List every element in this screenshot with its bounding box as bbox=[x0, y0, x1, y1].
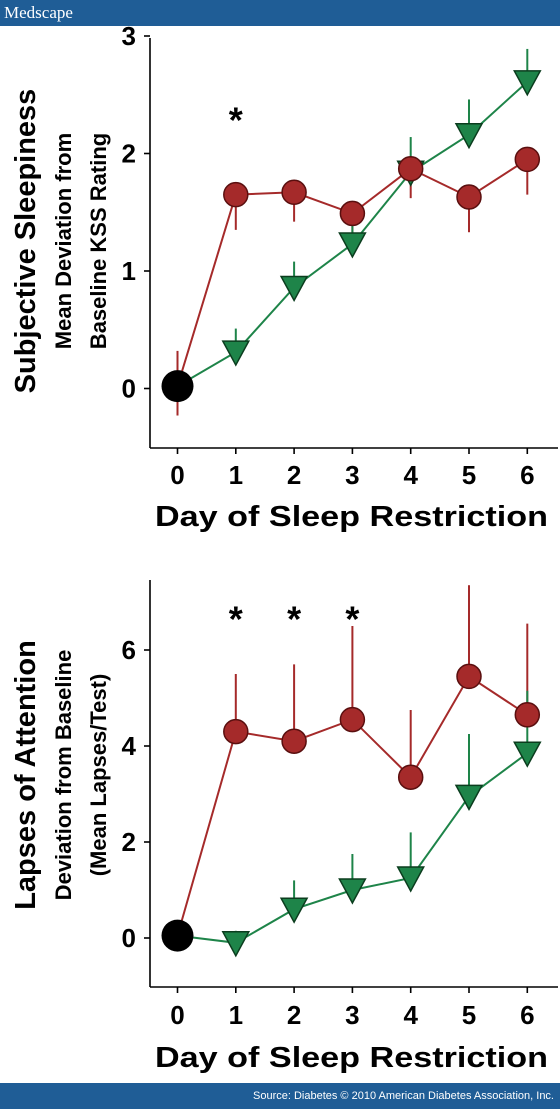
x-tick-label: 6 bbox=[520, 460, 534, 490]
data-point-circle bbox=[514, 146, 541, 173]
y-tick-label: 6 bbox=[122, 635, 136, 665]
x-tick-label: 0 bbox=[170, 460, 184, 490]
chart-lapses: 0 2 4 6 0 1 2 3 4 5 6 Day of Sleep Restriction Lapse… bbox=[10, 580, 558, 1074]
data-point-circle bbox=[397, 764, 424, 790]
x-tick-label: 4 bbox=[403, 1000, 418, 1030]
data-point-circle bbox=[339, 200, 366, 227]
data-point-baseline bbox=[161, 919, 194, 952]
x-tick-label: 2 bbox=[287, 1000, 301, 1030]
y-axis-label-line: Mean Deviation from bbox=[51, 133, 76, 349]
y-tick-label: 2 bbox=[122, 139, 136, 169]
data-point-baseline bbox=[161, 370, 194, 403]
data-point-triangle bbox=[338, 878, 367, 905]
y-axis-label-line: (Mean Lapses/Test) bbox=[86, 674, 111, 877]
y-axis-label-line: Deviation from Baseline bbox=[51, 650, 76, 901]
significance-asterisk: * bbox=[287, 599, 301, 640]
data-point-triangle bbox=[221, 931, 251, 958]
data-point-circle bbox=[223, 181, 249, 208]
y-tick-label: 0 bbox=[122, 923, 136, 953]
data-point-triangle bbox=[338, 232, 367, 259]
data-point-circle bbox=[456, 663, 482, 690]
bottom-banner: Source: Diabetes © 2010 American Diabete… bbox=[0, 1083, 560, 1109]
x-tick-label: 1 bbox=[229, 460, 243, 490]
data-point-circle bbox=[456, 184, 482, 210]
significance-asterisk: * bbox=[229, 99, 243, 140]
x-tick-label: 4 bbox=[403, 460, 418, 490]
y-axis-label-line: Baseline KSS Rating bbox=[86, 133, 111, 349]
data-point-triangle bbox=[513, 70, 542, 97]
y-tick-label: 3 bbox=[122, 21, 136, 51]
x-tick-label: 5 bbox=[462, 460, 476, 490]
data-point-triangle bbox=[279, 275, 309, 303]
data-point-triangle bbox=[513, 741, 542, 768]
x-tick-label: 3 bbox=[345, 1000, 359, 1030]
y-tick-label: 4 bbox=[122, 731, 137, 761]
data-point-circle bbox=[514, 702, 541, 728]
x-axis-label: Day of Sleep Restriction bbox=[155, 1042, 548, 1074]
y-tick-label: 2 bbox=[122, 827, 136, 857]
significance-asterisk: * bbox=[229, 599, 243, 640]
data-point-triangle bbox=[279, 897, 309, 924]
data-point-circle bbox=[339, 706, 366, 733]
brand-logo: Medscape bbox=[4, 3, 73, 22]
data-point-triangle bbox=[221, 340, 251, 367]
data-point-circle bbox=[397, 156, 424, 182]
x-tick-label: 2 bbox=[287, 460, 301, 490]
data-point-triangle bbox=[396, 866, 425, 893]
data-point-triangle bbox=[454, 784, 484, 811]
x-axis-label: Day of Sleep Restriction bbox=[155, 501, 548, 533]
panel-title: Lapses of Attention bbox=[10, 640, 42, 910]
y-tick-label: 1 bbox=[122, 256, 136, 286]
x-tick-label: 3 bbox=[345, 460, 359, 490]
x-tick-label: 5 bbox=[462, 1000, 476, 1030]
data-point-circle bbox=[223, 718, 249, 745]
series-line-triangle bbox=[177, 752, 528, 944]
data-point-circle bbox=[281, 179, 307, 206]
top-banner: Medscape bbox=[0, 0, 560, 26]
chart-subjective: 0 1 2 3 0 1 2 3 4 5 6 Day of Sleep Restriction Subje… bbox=[10, 21, 558, 533]
y-tick-label: 0 bbox=[122, 374, 136, 404]
data-point-circle bbox=[281, 728, 307, 754]
source-credit: Source: Diabetes © 2010 American Diabete… bbox=[253, 1090, 554, 1102]
data-point-triangle bbox=[454, 122, 484, 150]
significance-asterisk: * bbox=[345, 599, 359, 640]
panel-title: Subjective Sleepiness bbox=[10, 89, 42, 394]
x-tick-label: 0 bbox=[170, 1000, 184, 1030]
x-tick-label: 1 bbox=[229, 1000, 243, 1030]
x-tick-label: 6 bbox=[520, 1000, 534, 1030]
